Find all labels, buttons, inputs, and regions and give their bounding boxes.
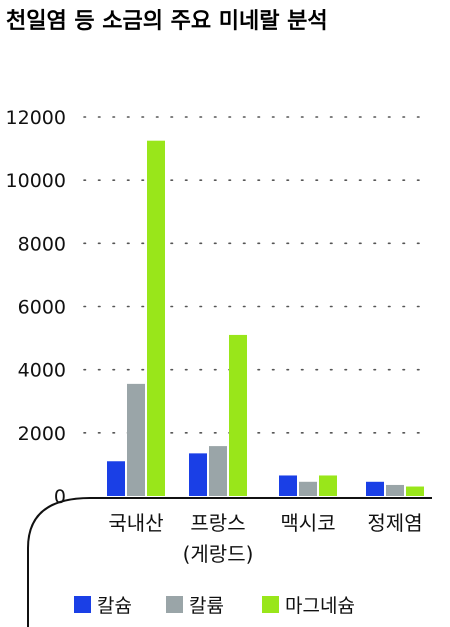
x-axis-categories: 국내산 프랑스 (게랑드) 맥시코 정제염 [108,511,422,566]
bar [147,140,165,496]
bar [366,481,384,496]
x-category-label: 정제염 [367,511,422,535]
chart-title: 천일염 등 소금의 주요 미네랄 분석 [6,9,328,34]
y-tick-label: 6000 [18,297,66,319]
y-tick-label: 4000 [18,360,66,382]
bar [279,475,297,496]
axis-curve [27,497,432,627]
bars [107,140,424,496]
bar [107,461,125,496]
bar [386,484,404,496]
bar [189,453,207,496]
y-tick-label: 0 [54,486,66,508]
y-tick-label: 12000 [6,107,66,129]
y-tick-label: 2000 [18,423,66,445]
x-category-label: 맥시코 [280,511,335,535]
bar [229,334,247,496]
bar [209,446,227,496]
x-category-label: (게랑드) [183,542,254,566]
y-tick-label: 10000 [6,170,66,192]
bar [319,475,337,496]
bar [127,383,145,496]
x-category-label: 프랑스 [190,511,245,535]
legend-swatch [262,596,279,613]
legend-label: 마그네슘 [285,595,355,617]
x-category-label: 국내산 [108,511,163,535]
bar [406,486,424,496]
y-tick-label: 8000 [18,233,66,255]
legend-label: 칼슘 [97,595,132,617]
legend: 칼슘 칼륨 마그네슘 [74,595,355,617]
legend-label: 칼륨 [189,595,224,617]
y-axis-ticks: 0 2000 4000 6000 8000 10000 12000 [6,107,66,508]
legend-swatch [74,596,91,613]
bar [299,481,317,496]
legend-swatch [166,596,183,613]
